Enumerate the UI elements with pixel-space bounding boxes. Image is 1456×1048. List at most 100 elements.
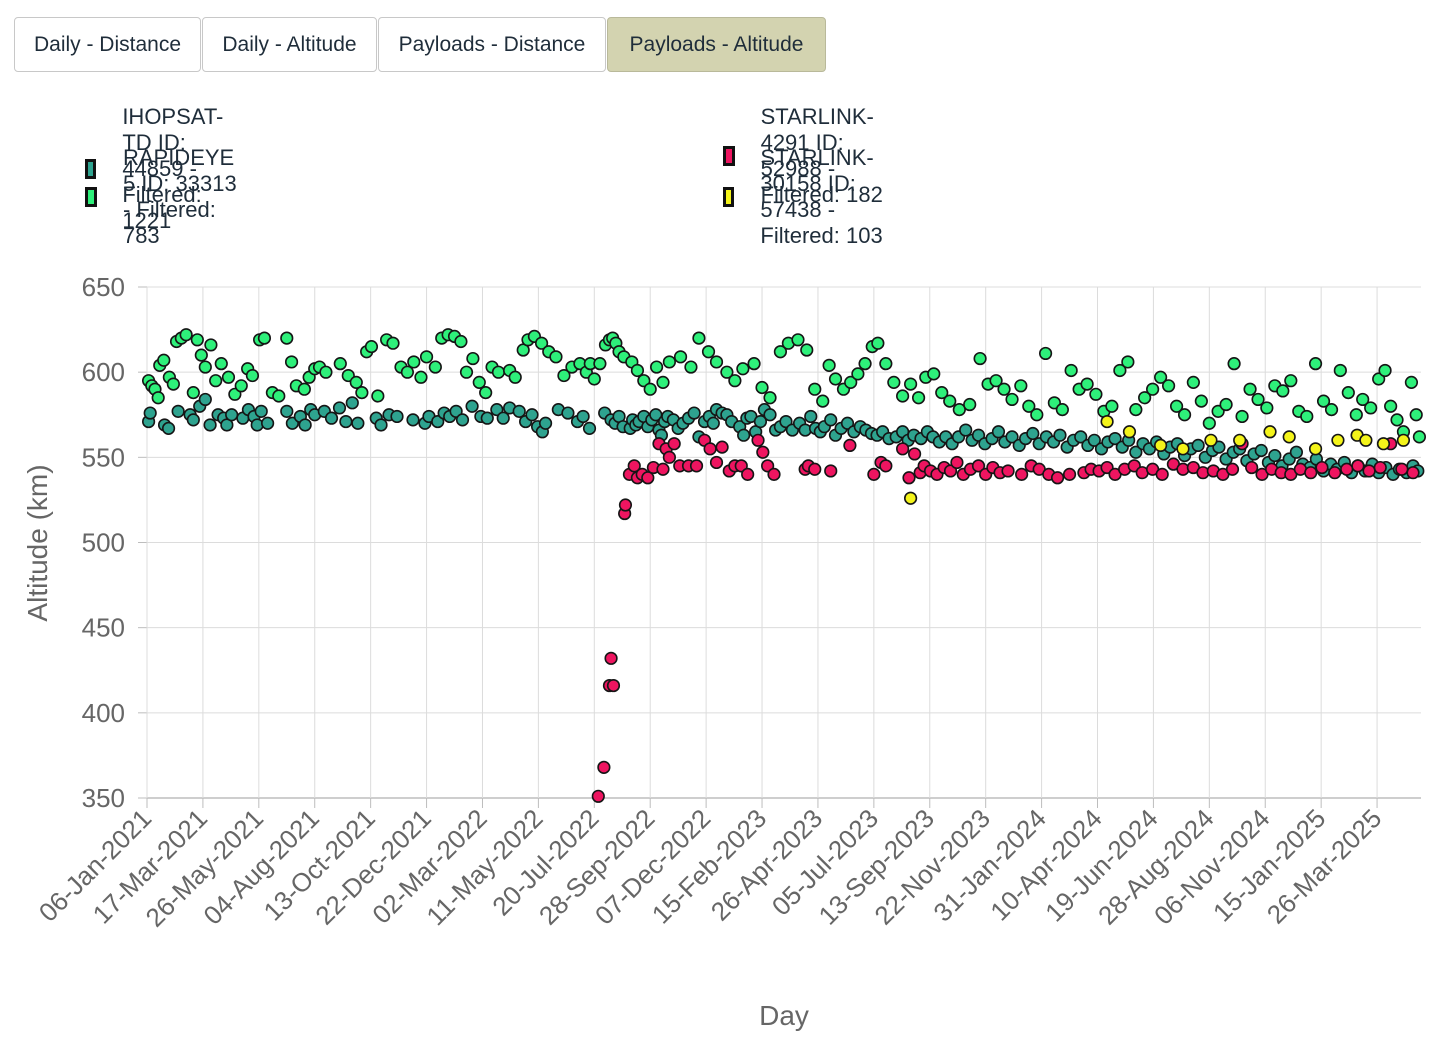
point-rapideye [228,387,242,401]
point-ihopsat [1129,445,1143,459]
point-starlink-4291 [1340,462,1354,476]
point-rapideye [407,355,421,369]
point-rapideye [355,386,369,400]
point-ihopsat [1087,433,1101,447]
point-rapideye [709,355,724,369]
point-ihopsat [339,414,353,429]
point-rapideye [630,363,645,378]
point-rapideye [1005,392,1019,407]
point-rapideye [1014,379,1028,393]
point-ihopsat [480,411,494,425]
point-ihopsat [225,408,239,422]
point-starlink-4291 [1362,464,1376,478]
point-rapideye [190,333,204,347]
tab-payloads-distance[interactable]: Payloads - Distance [378,17,606,72]
point-rapideye [194,348,208,362]
point-rapideye [333,357,347,371]
point-rapideye [245,368,260,383]
point-ihopsat [186,413,200,427]
point-rapideye [400,365,414,379]
tab-payloads-altitude[interactable]: Payloads - Altitude [607,17,826,72]
point-rapideye [1390,413,1404,427]
point-rapideye [459,365,474,379]
point-ihopsat [561,406,575,420]
legend-item-starlink-4291[interactable]: STARLINK-4291 ID: 52988 - Filtered: 182 [723,104,886,208]
point-rapideye [736,362,750,376]
point-starlink-4291 [1304,466,1318,480]
point-starlink-4291 [1001,464,1015,478]
point-rapideye [1324,403,1339,417]
point-starlink-30158 [1359,433,1373,447]
chart-tabs: Daily - Distance Daily - Altitude Payloa… [14,17,827,72]
point-rapideye [414,370,428,384]
legend-item-ihopsat[interactable]: IHOPSAT-TD ID: 44859 - Filtered: 1221 [85,104,236,234]
point-rapideye [549,350,563,364]
point-starlink-4291 [656,462,670,476]
point-rapideye [186,386,200,400]
point-rapideye [1378,363,1392,378]
point-ihopsat [345,396,359,410]
point-rapideye [1055,403,1069,417]
point-ihopsat [525,408,539,422]
point-ihopsat [753,414,768,429]
point-ihopsat [763,408,777,422]
point-starlink-4291 [709,455,724,470]
point-rapideye [1177,408,1192,422]
tab-daily-altitude[interactable]: Daily - Altitude [202,17,377,72]
x-axis-title: Day [759,1000,809,1031]
legend-swatch-rapideye [85,187,97,207]
point-ihopsat [1268,449,1282,463]
point-rapideye [1080,377,1094,391]
point-rapideye [1260,401,1274,415]
point-ihopsat [406,413,420,427]
point-starlink-4291 [703,442,717,456]
tab-daily-distance[interactable]: Daily - Distance [14,17,201,72]
point-starlink-4291 [1155,467,1169,481]
point-starlink-4291 [896,442,910,456]
point-rapideye [319,365,333,379]
point-ihopsat [971,428,986,442]
point-rapideye [593,357,607,371]
point-ihopsat [1005,430,1019,444]
point-rapideye [989,374,1003,388]
point-rapideye [637,374,651,388]
point-starlink-4291 [1225,462,1240,476]
point-ihopsat [431,414,445,429]
point-rapideye [454,334,468,349]
point-rapideye [1364,401,1378,415]
legend-label-starlink-30158: STARLINK-30158 ID: 57438 - Filtered: 103 [760,145,883,248]
point-ihopsat [390,409,404,424]
point-starlink-4291 [741,467,755,481]
point-rapideye [1186,375,1200,389]
legend-item-rapideye[interactable]: RAPIDEYE 5 ID: 33313 - Filtered: 783 [85,145,246,249]
x-axis-ticks: 06-Jan-202117-Mar-202126-May-202104-Aug-… [33,803,1388,933]
point-rapideye [871,336,885,350]
y-tick-label: 450 [82,613,125,643]
y-tick-label: 550 [82,442,125,472]
point-starlink-4291 [907,447,922,461]
point-starlink-4291 [1328,466,1342,480]
point-rapideye [1300,409,1314,424]
point-rapideye [1113,363,1127,378]
point-rapideye [1138,391,1152,405]
point-ihopsat [490,403,504,417]
point-ihopsat [374,418,388,432]
point-starlink-4291 [1062,467,1077,481]
point-starlink-4291 [627,459,641,473]
point-rapideye [808,382,822,396]
point-rapideye [587,372,601,386]
point-rapideye [791,333,805,347]
point-starlink-4291 [761,459,775,473]
point-rapideye [1194,394,1208,408]
point-starlink-4291 [879,459,893,473]
point-rapideye [963,397,977,412]
point-ihopsat [737,428,751,442]
point-rapideye [927,367,941,381]
point-ihopsat [455,413,470,427]
point-rapideye [386,336,400,350]
point-starlink-4291 [1395,462,1409,476]
legend-swatch-starlink-30158 [723,187,735,207]
point-rapideye [166,377,180,391]
point-rapideye [371,389,385,403]
legend-item-starlink-30158[interactable]: STARLINK-30158 ID: 57438 - Filtered: 103 [723,145,886,249]
